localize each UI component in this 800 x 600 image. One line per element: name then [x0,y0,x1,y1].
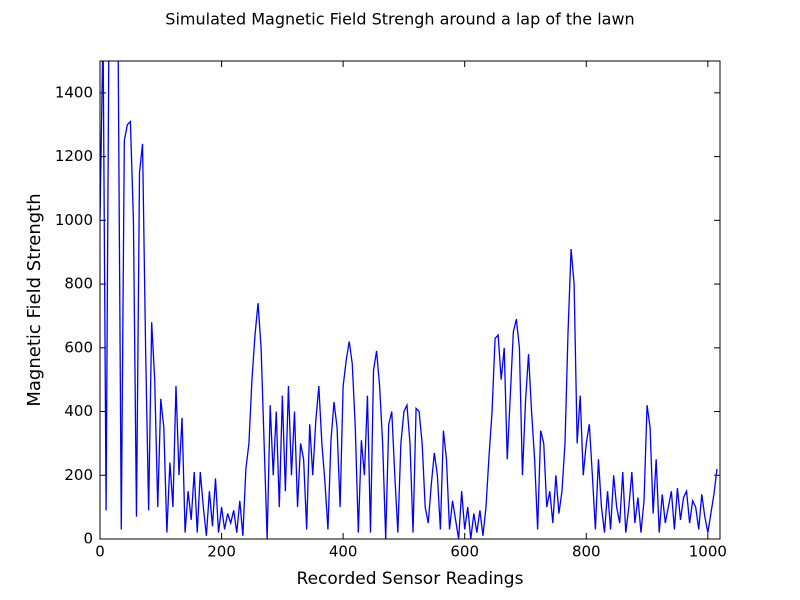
x-tick-label: 0 [95,543,105,561]
y-tick-label: 600 [64,338,93,356]
y-tick-label: 1200 [55,147,93,165]
y-tick-label: 800 [64,275,93,293]
data-line [100,61,718,539]
x-tick-label: 800 [572,543,601,561]
y-tick-label: 0 [83,530,93,548]
y-tick-label: 400 [64,402,93,420]
x-axis-label: Recorded Sensor Readings [297,569,524,589]
x-tick-label: 200 [207,543,236,561]
y-tick-label: 200 [64,466,93,484]
y-tick-label: 1400 [55,83,93,101]
y-tick-label: 1000 [55,211,93,229]
y-axis-label: Magnetic Field Strength [24,193,45,406]
plot-frame [99,60,721,540]
x-tick-label: 400 [329,543,358,561]
chart-title: Simulated Magnetic Field Strengh around … [165,10,634,29]
x-tick-label: 1000 [689,543,727,561]
x-tick-label: 600 [450,543,479,561]
